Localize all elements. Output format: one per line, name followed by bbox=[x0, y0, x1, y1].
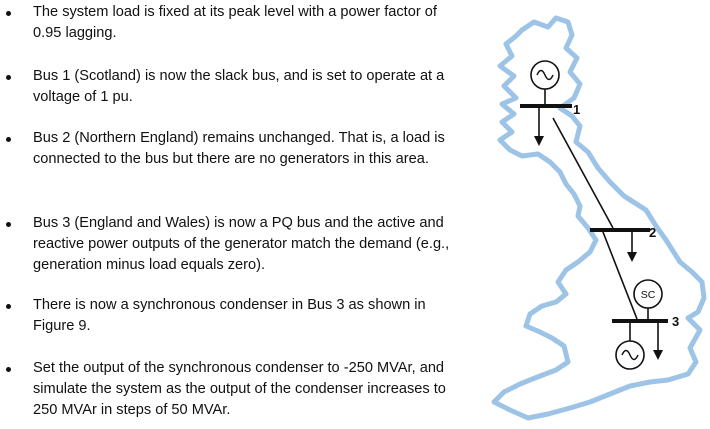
bus-label-1: 1 bbox=[573, 102, 580, 117]
bullet-text: There is now a synchronous condenser in … bbox=[33, 297, 426, 334]
uk-power-system-figure: 1 2 SC 3 bbox=[470, 0, 710, 424]
bus-label-2: 2 bbox=[649, 225, 656, 240]
line-bus2-bus3 bbox=[602, 231, 638, 320]
bullet-text: Set the output of the synchronous conden… bbox=[33, 360, 446, 418]
load-bus1-arrow-icon bbox=[534, 136, 544, 146]
bullet-dot-icon bbox=[6, 222, 11, 227]
sine-wave-icon bbox=[621, 349, 639, 361]
load-bus3-arrow-icon bbox=[653, 350, 663, 360]
network-diagram: 1 2 SC 3 bbox=[491, 15, 707, 421]
bullet-text: Bus 2 (Northern England) remains unchang… bbox=[33, 130, 445, 167]
bullet-dot-icon bbox=[6, 367, 11, 372]
great-britain-map-outline bbox=[491, 15, 707, 421]
bullet-text: The system load is fixed at its peak lev… bbox=[33, 4, 437, 41]
bullet-dot-icon bbox=[6, 304, 11, 309]
sine-wave-icon bbox=[536, 69, 554, 81]
load-bus2-arrow-icon bbox=[627, 252, 637, 262]
bullet-dot-icon bbox=[6, 137, 11, 142]
bullet-text: Bus 1 (Scotland) is now the slack bus, a… bbox=[33, 68, 445, 105]
line-bus1-bus2 bbox=[552, 117, 614, 229]
bullet-dot-icon bbox=[6, 75, 11, 80]
bullet-text: Bus 3 (England and Wales) is now a PQ bu… bbox=[33, 215, 450, 273]
condenser-label: SC bbox=[641, 289, 656, 301]
bullet-dot-icon bbox=[6, 11, 11, 16]
bus-label-3: 3 bbox=[672, 314, 679, 329]
